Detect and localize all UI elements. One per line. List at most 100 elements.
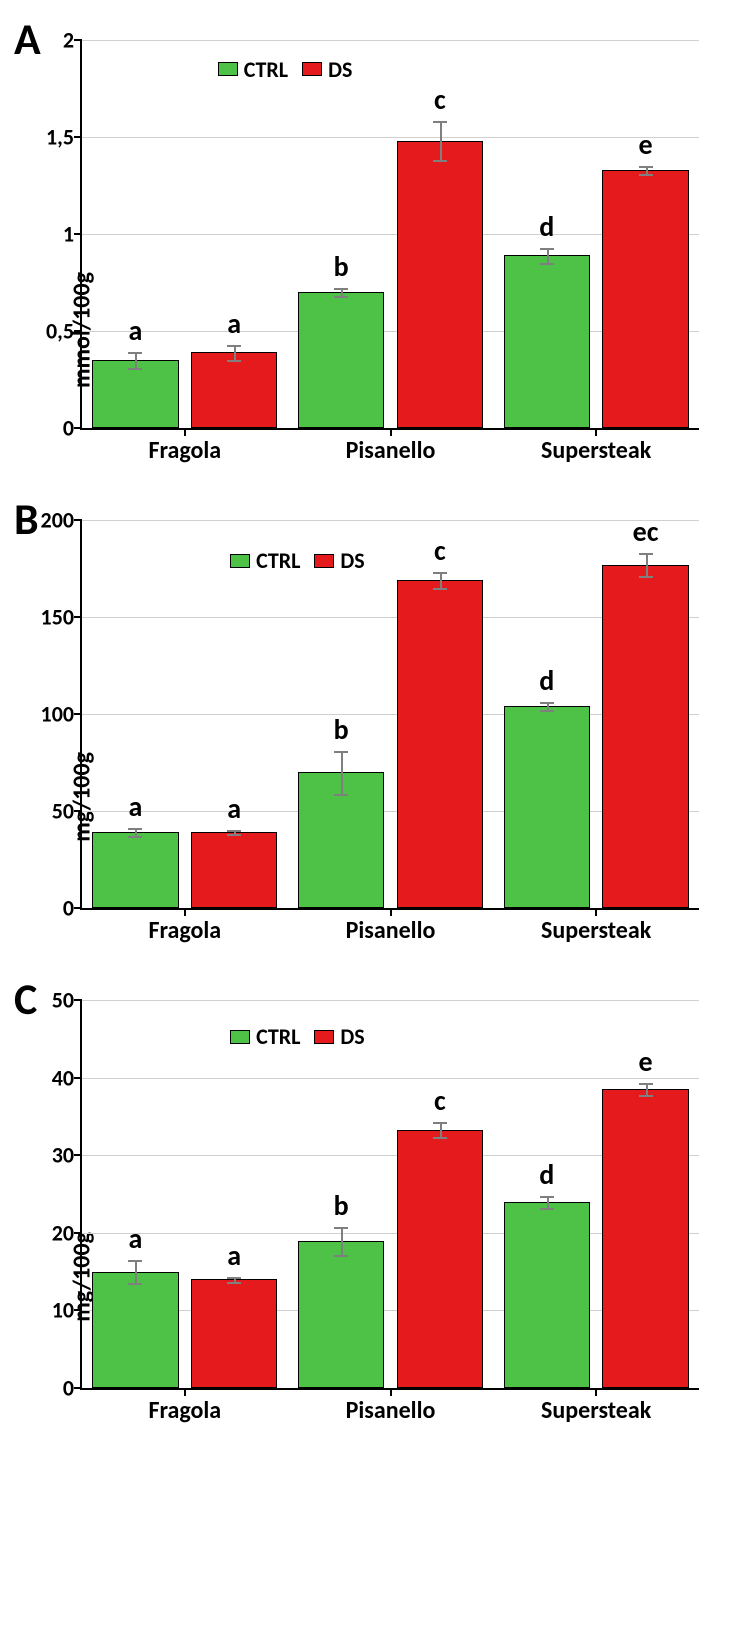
error-cap [540, 1208, 554, 1210]
error-cap [433, 121, 447, 123]
error-cap [227, 830, 241, 832]
legend-swatch-ctrl [218, 62, 238, 76]
y-tick-label: 20 [52, 1219, 82, 1246]
legend-swatch-ds [314, 1030, 334, 1044]
significance-letter: e [638, 1044, 652, 1079]
gridline [82, 520, 699, 521]
error-cap [639, 1095, 653, 1097]
error-cap [639, 166, 653, 168]
gridline [82, 40, 699, 41]
significance-letter: a [227, 306, 241, 341]
legend-label-ctrl: CTRL [244, 56, 288, 83]
bar-ds [191, 832, 277, 908]
error-cap [433, 1122, 447, 1124]
legend-B: CTRL DS [230, 547, 365, 574]
error-cap [128, 836, 142, 838]
significance-letter: a [129, 789, 143, 824]
legend-item-ctrl: CTRL [230, 1023, 300, 1050]
legend-A: CTRL DS [218, 56, 353, 83]
y-tick-label: 200 [41, 507, 82, 534]
y-tick-label: 0 [63, 895, 82, 922]
y-tick-label: 50 [52, 798, 82, 825]
figure-root: Ammol/100g00,511,52FragolaaaPisanellobcS… [0, 0, 729, 1460]
panel-letter-C: C [14, 972, 37, 1026]
plot-area-C: mg/100g01020304050FragolaaaPisanellobcSu… [80, 1000, 699, 1390]
error-cap [227, 345, 241, 347]
y-tick-label: 2 [63, 27, 82, 54]
bar-ds [191, 352, 277, 428]
error-cap [334, 794, 348, 796]
error-cap [227, 834, 241, 836]
y-tick-label: 40 [52, 1064, 82, 1091]
significance-letter: a [227, 1238, 241, 1273]
error-cap [433, 572, 447, 574]
error-bar [547, 248, 549, 264]
x-category-label: Pisanello [346, 428, 436, 465]
bar-ctrl [298, 1241, 384, 1388]
x-category-label: Fragola [149, 908, 222, 945]
error-cap [227, 360, 241, 362]
panel-letter-A: A [14, 12, 41, 66]
error-bar [341, 751, 343, 794]
significance-letter: a [129, 1221, 143, 1256]
legend-swatch-ctrl [230, 554, 250, 568]
significance-letter: c [434, 82, 446, 117]
legend-item-ctrl: CTRL [230, 547, 300, 574]
y-tick-label: 0,5 [46, 318, 82, 345]
legend-swatch-ds [314, 554, 334, 568]
significance-letter: b [334, 712, 349, 747]
y-tick-label: 50 [52, 987, 82, 1014]
error-cap [540, 1196, 554, 1198]
legend-item-ctrl: CTRL [218, 56, 288, 83]
legend-label-ds: DS [328, 56, 352, 83]
gridline [82, 1000, 699, 1001]
error-cap [128, 352, 142, 354]
error-bar [341, 1227, 343, 1255]
bar-ds [602, 565, 688, 908]
bar-ctrl [504, 706, 590, 908]
plot-outer-B: mg/100g050100150200FragolaaaPisanellobcS… [80, 492, 699, 958]
significance-letter: d [539, 1157, 554, 1192]
error-cap [639, 553, 653, 555]
error-cap [227, 1277, 241, 1279]
significance-letter: b [334, 1188, 349, 1223]
error-cap [334, 296, 348, 298]
bar-ds [191, 1279, 277, 1388]
significance-letter: c [434, 1083, 446, 1118]
x-category-label: Supersteak [541, 428, 651, 465]
legend-item-ds: DS [314, 547, 364, 574]
significance-letter: a [227, 791, 241, 826]
error-cap [540, 248, 554, 250]
y-tick-label: 30 [52, 1142, 82, 1169]
error-cap [639, 1083, 653, 1085]
y-tick-label: 0 [63, 1375, 82, 1402]
bar-ds [397, 141, 483, 428]
panel-letter-B: B [14, 492, 39, 546]
bar-ds [602, 1089, 688, 1388]
error-cap [128, 368, 142, 370]
legend-item-ds: DS [302, 56, 352, 83]
error-bar [646, 553, 648, 576]
error-bar [135, 1260, 137, 1283]
error-cap [540, 263, 554, 265]
bar-ds [602, 170, 688, 428]
significance-letter: d [539, 209, 554, 244]
legend-swatch-ds [302, 62, 322, 76]
gridline [82, 1078, 699, 1079]
significance-letter: e [638, 127, 652, 162]
error-cap [433, 588, 447, 590]
plot-outer-C: mg/100g01020304050FragolaaaPisanellobcSu… [80, 972, 699, 1438]
plot-area-B: mg/100g050100150200FragolaaaPisanellobcS… [80, 520, 699, 910]
error-bar [440, 1122, 442, 1138]
error-cap [433, 1137, 447, 1139]
panel-C: Cmg/100g01020304050FragolaaaPisanellobcS… [14, 972, 715, 1446]
significance-letter: ec [633, 514, 659, 549]
panel-A: Ammol/100g00,511,52FragolaaaPisanellobcS… [14, 12, 715, 486]
x-category-label: Supersteak [541, 908, 651, 945]
legend-swatch-ctrl [230, 1030, 250, 1044]
bar-ctrl [504, 1202, 590, 1388]
legend-label-ds: DS [340, 547, 364, 574]
significance-letter: c [434, 533, 446, 568]
error-bar [440, 572, 442, 588]
x-category-label: Fragola [149, 1388, 222, 1425]
